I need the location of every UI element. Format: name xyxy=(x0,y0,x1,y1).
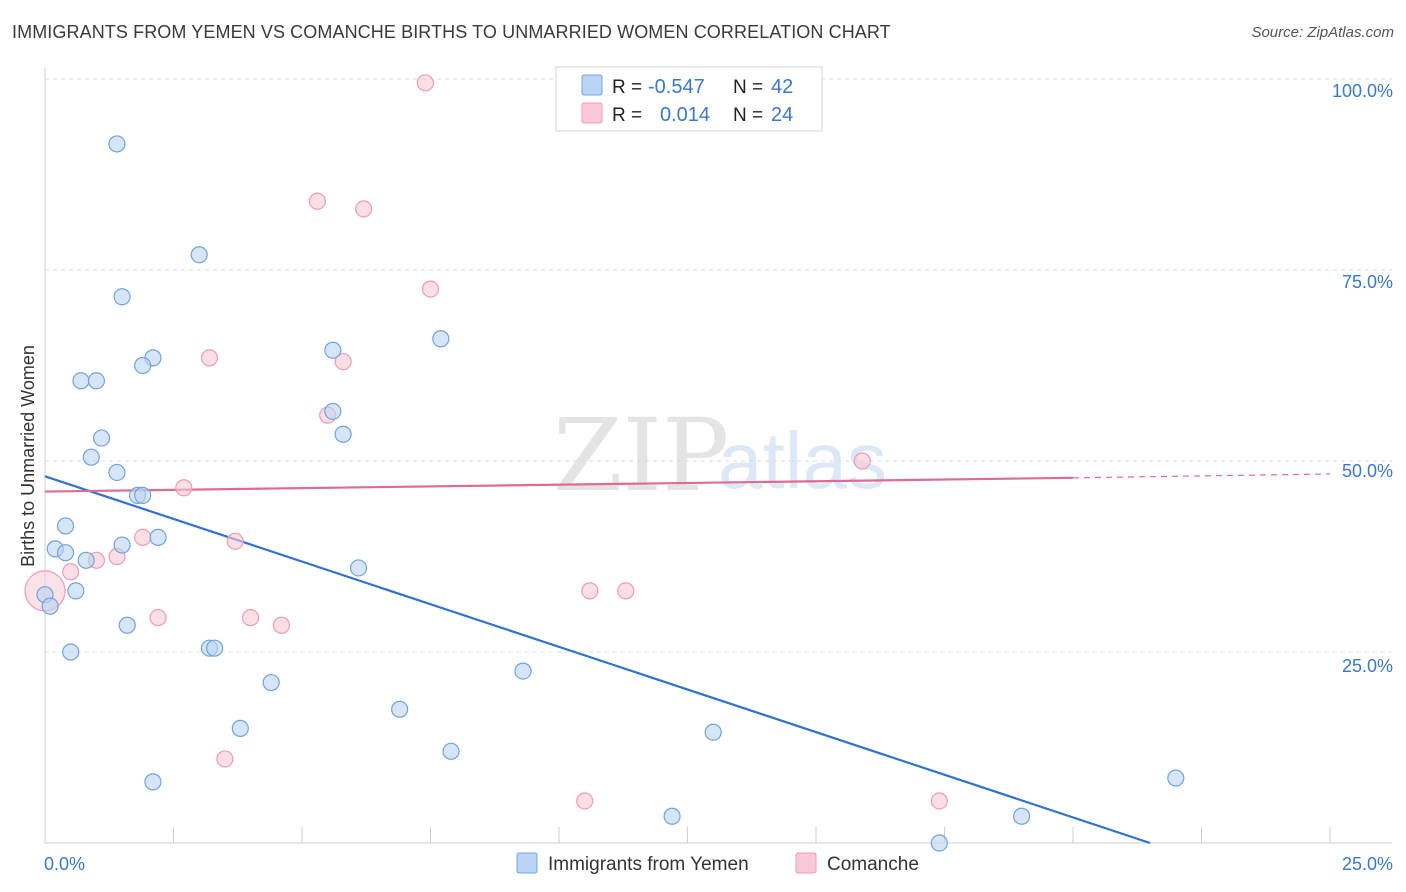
point-yemen xyxy=(134,486,152,504)
point-comanche xyxy=(617,582,635,600)
point-yemen xyxy=(72,372,90,390)
trend-lines xyxy=(44,473,1331,845)
point-yemen xyxy=(231,719,249,738)
point-comanche xyxy=(308,192,327,210)
x-tick-labels: 0.0% 25.0% xyxy=(44,854,1393,874)
point-comanche xyxy=(334,353,352,371)
point-yemen xyxy=(324,402,342,420)
point-yemen xyxy=(442,742,460,760)
watermark-zip: ZIP xyxy=(553,397,729,514)
bottom-legend-swatch-yemen xyxy=(516,852,538,874)
bottom-legend-label-yemen: Immigrants from Yemen xyxy=(548,854,749,875)
point-yemen xyxy=(324,341,342,359)
point-yemen xyxy=(334,425,352,443)
trend-line-yemen xyxy=(44,475,1151,845)
y-tick-label: 25.0% xyxy=(1342,656,1393,676)
point-comanche xyxy=(272,616,291,634)
point-yemen xyxy=(67,582,85,600)
bottom-legend: Immigrants from Yemen Comanche xyxy=(516,852,919,875)
point-yemen xyxy=(663,807,681,825)
point-yemen xyxy=(514,662,532,680)
legend-r-label-yemen: R = xyxy=(612,77,642,98)
chart-title: IMMIGRANTS FROM YEMEN VS COMANCHE BIRTHS… xyxy=(12,22,891,42)
point-comanche xyxy=(930,792,948,810)
bottom-legend-swatch-comanche xyxy=(795,852,817,874)
data-points xyxy=(24,70,1185,852)
point-comanche xyxy=(149,609,167,627)
y-tick-label: 100.0% xyxy=(1332,81,1393,101)
point-comanche xyxy=(134,528,152,547)
point-comanche xyxy=(200,349,219,367)
legend-swatch-yemen xyxy=(581,74,603,96)
legend-r-label-comanche: R = xyxy=(612,105,642,126)
trend-line-comanche xyxy=(44,476,1074,493)
point-yemen xyxy=(113,536,131,554)
point-yemen xyxy=(1167,769,1185,787)
point-yemen xyxy=(56,544,75,562)
y-tick-label: 50.0% xyxy=(1342,461,1393,481)
point-yemen xyxy=(262,673,280,692)
point-comanche xyxy=(421,280,440,298)
point-yemen xyxy=(144,773,162,791)
legend-swatch-comanche xyxy=(581,102,603,124)
y-tick-labels: 25.0% 50.0% 75.0% 100.0% xyxy=(1332,81,1393,676)
point-comanche xyxy=(581,582,599,600)
point-comanche xyxy=(242,609,260,627)
point-comanche xyxy=(226,532,244,550)
x-tick-label-min: 0.0% xyxy=(44,854,85,874)
point-yemen xyxy=(92,429,111,447)
point-yemen xyxy=(391,700,409,718)
point-yemen xyxy=(77,551,95,569)
y-axis-title: Births to Unmarried Women xyxy=(18,345,38,567)
legend-n-label-comanche: N = xyxy=(733,105,763,126)
point-comanche xyxy=(62,563,80,581)
point-yemen xyxy=(349,559,368,577)
legend-r-value-comanche: 0.014 xyxy=(660,104,710,126)
y-tick-label: 75.0% xyxy=(1342,272,1393,292)
point-comanche xyxy=(576,792,594,810)
point-yemen xyxy=(56,517,75,535)
legend-n-value-yemen: 42 xyxy=(771,76,793,98)
point-yemen xyxy=(41,597,59,615)
point-comanche xyxy=(416,74,434,92)
point-yemen xyxy=(1012,807,1031,825)
point-yemen xyxy=(190,246,208,264)
x-tick-label-max: 25.0% xyxy=(1342,854,1393,874)
point-yemen xyxy=(108,463,126,482)
point-comanche xyxy=(355,200,373,218)
watermark: ZIP atlas xyxy=(553,397,887,514)
point-yemen xyxy=(87,372,106,390)
point-yemen xyxy=(108,135,126,153)
point-comanche xyxy=(175,479,193,497)
legend-r-value-yemen: -0.547 xyxy=(648,76,705,98)
trend-line-comanche-extension xyxy=(1072,473,1331,479)
point-yemen xyxy=(118,616,136,634)
gridlines xyxy=(45,78,1392,653)
point-yemen xyxy=(930,834,948,852)
point-yemen xyxy=(134,356,152,375)
legend-n-label-yemen: N = xyxy=(733,77,763,98)
point-yemen xyxy=(149,528,167,547)
chart-source: Source: ZipAtlas.com xyxy=(1251,24,1394,41)
legend-n-value-comanche: 24 xyxy=(771,104,793,126)
point-yemen xyxy=(113,288,131,306)
axes xyxy=(44,68,1392,844)
point-comanche xyxy=(853,452,871,470)
point-yemen xyxy=(432,330,450,348)
bottom-legend-label-comanche: Comanche xyxy=(827,854,919,875)
point-comanche xyxy=(216,750,234,768)
point-yemen xyxy=(704,723,722,741)
point-yemen xyxy=(62,643,80,661)
point-yemen xyxy=(206,639,224,657)
legend: R = -0.547 N = 42 R = 0.014 N = 24 xyxy=(555,66,823,132)
point-yemen xyxy=(82,448,100,466)
